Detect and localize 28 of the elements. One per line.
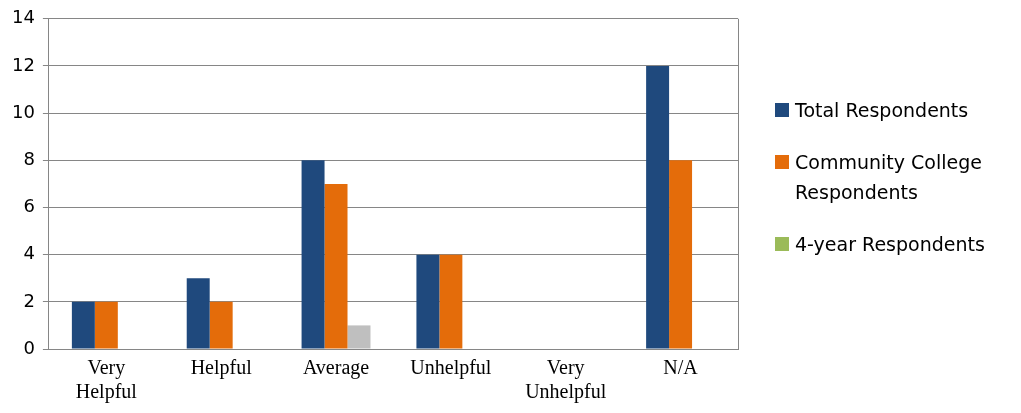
x-tick-label: Unhelpful (410, 356, 492, 380)
bar (439, 254, 463, 349)
y-tick-label: 6 (23, 195, 35, 217)
x-tick-label: Very Helpful (75, 356, 138, 404)
y-tick-label: 12 (12, 53, 35, 75)
y-tick-label: 8 (23, 147, 35, 169)
bar (209, 301, 233, 349)
bar (347, 325, 371, 349)
legend-label: Community College Respondents (795, 150, 983, 205)
y-tick-label: 2 (23, 289, 35, 311)
bar (324, 183, 348, 349)
x-tick-label: N/A (663, 356, 699, 379)
bar (94, 301, 118, 349)
legend-label: Total Respondents (795, 98, 969, 123)
y-tick-label: 14 (12, 6, 35, 28)
bar (416, 254, 440, 349)
y-tick-label: 10 (12, 100, 35, 122)
x-tick-label: Average (302, 356, 370, 380)
y-tick-label: 0 (23, 336, 35, 358)
bar (186, 278, 210, 349)
y-tick-label: 4 (23, 242, 35, 264)
x-tick-label: Very Unhelpful (525, 356, 607, 404)
bar (646, 65, 670, 349)
bar (301, 160, 325, 349)
text: 4-year Respondents (795, 232, 985, 257)
bar (71, 301, 95, 349)
bar (669, 160, 693, 349)
x-tick-label: Helpful (190, 356, 253, 380)
